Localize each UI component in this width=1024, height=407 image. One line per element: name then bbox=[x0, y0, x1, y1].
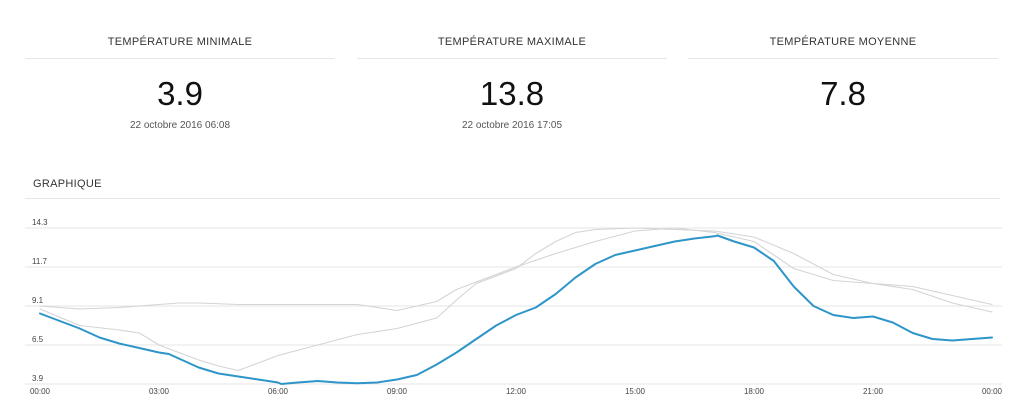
series-line-main bbox=[39, 234, 993, 385]
stat-maximum: TEMPÉRATURE MAXIMALE 13.8 22 octobre 201… bbox=[357, 36, 667, 146]
x-tick-label: 12:00 bbox=[506, 387, 527, 396]
y-tick-label: 14.3 bbox=[32, 218, 48, 227]
stat-minimum-date: 22 octobre 2016 06:08 bbox=[129, 120, 231, 131]
stat-minimum: TEMPÉRATURE MINIMALE 3.9 22 octobre 2016… bbox=[25, 36, 335, 146]
graph-title: GRAPHIQUE bbox=[33, 178, 102, 190]
graph-title-divider bbox=[25, 198, 1000, 199]
stat-average-label: TEMPÉRATURE MOYENNE bbox=[688, 36, 998, 59]
y-tick-label: 3.9 bbox=[32, 374, 44, 383]
x-tick-label: 06:00 bbox=[268, 387, 289, 396]
stat-average: TEMPÉRATURE MOYENNE 7.8 bbox=[688, 36, 998, 146]
x-tick-label: 09:00 bbox=[387, 387, 408, 396]
x-tick-label: 00:00 bbox=[30, 387, 51, 396]
stat-minimum-label: TEMPÉRATURE MINIMALE bbox=[25, 36, 335, 59]
stat-maximum-label: TEMPÉRATURE MAXIMALE bbox=[357, 36, 667, 59]
x-tick-label: 15:00 bbox=[625, 387, 646, 396]
y-tick-label: 9.1 bbox=[32, 296, 44, 305]
x-tick-label: 18:00 bbox=[744, 387, 765, 396]
y-tick-label: 11.7 bbox=[32, 257, 48, 266]
series-line-reference bbox=[39, 227, 993, 372]
y-tick-label: 6.5 bbox=[32, 335, 44, 344]
x-tick-label: 03:00 bbox=[149, 387, 170, 396]
stat-minimum-value: 3.9 bbox=[157, 75, 203, 112]
stat-maximum-value: 13.8 bbox=[479, 75, 545, 112]
temperature-chart: 3.9 6.5 9.1 11.7 14.3 00:00 03:00 06:00 09:00 12:… bbox=[25, 218, 1003, 396]
x-tick-label: 00:00 bbox=[982, 387, 1003, 396]
stat-average-value: 7.8 bbox=[820, 75, 866, 112]
stat-maximum-date: 22 octobre 2016 17:05 bbox=[461, 120, 563, 131]
series-line-reference bbox=[39, 227, 993, 312]
x-tick-label: 21:00 bbox=[863, 387, 884, 396]
